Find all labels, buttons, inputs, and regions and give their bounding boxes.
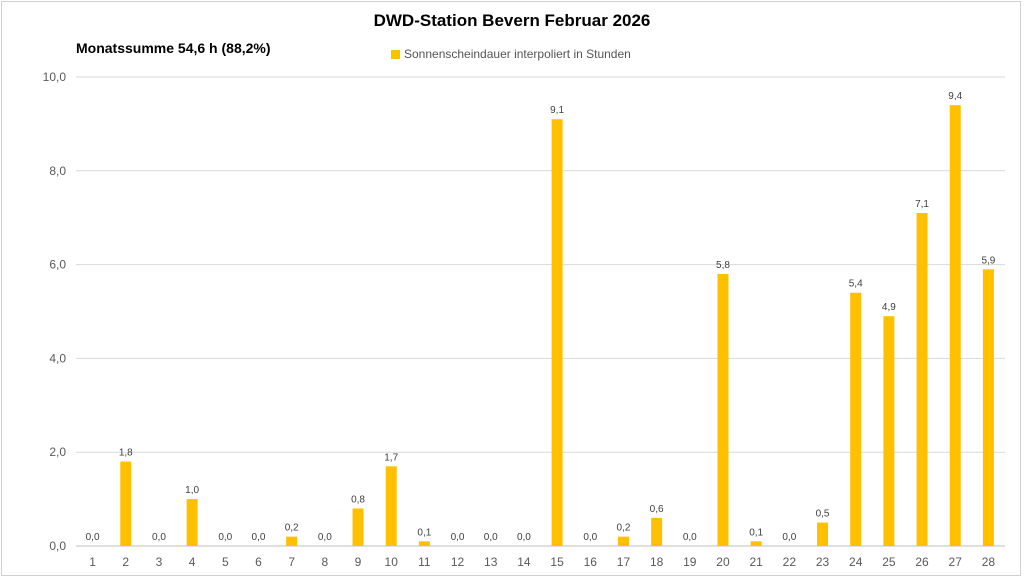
data-label: 7,1	[915, 199, 929, 210]
data-label: 5,9	[981, 255, 995, 266]
x-tick-label: 7	[288, 555, 295, 569]
x-tick-label: 24	[849, 555, 863, 569]
x-tick-label: 6	[255, 555, 262, 569]
data-label: 0,0	[152, 532, 166, 543]
x-tick-label: 9	[355, 555, 362, 569]
data-label: 9,1	[550, 105, 564, 116]
data-label: 0,0	[683, 532, 697, 543]
y-tick-label: 0,0	[49, 539, 66, 553]
y-tick-label: 2,0	[49, 445, 66, 459]
data-label: 4,9	[882, 302, 896, 313]
data-label: 0,0	[484, 532, 498, 543]
data-label: 1,8	[119, 448, 133, 459]
bar	[286, 536, 298, 546]
chart-subtitle: Monatssumme 54,6 h (88,2%)	[76, 40, 271, 56]
bar	[750, 541, 762, 546]
data-label: 9,4	[948, 91, 962, 102]
x-tick-label: 4	[189, 555, 196, 569]
x-tick-label: 20	[716, 555, 730, 569]
data-label: 0,0	[252, 532, 266, 543]
y-tick-label: 6,0	[49, 258, 66, 272]
data-label: 0,0	[318, 532, 332, 543]
x-tick-label: 3	[156, 555, 163, 569]
x-tick-label: 18	[650, 555, 664, 569]
x-tick-label: 11	[418, 555, 431, 569]
x-tick-label: 26	[915, 555, 929, 569]
x-tick-label: 12	[451, 555, 465, 569]
bar	[418, 541, 430, 546]
x-tick-label: 15	[550, 555, 564, 569]
bar	[385, 466, 397, 546]
x-tick-label: 10	[385, 555, 399, 569]
data-label: 0,0	[782, 532, 796, 543]
x-tick-label: 28	[982, 555, 996, 569]
data-label: 0,0	[218, 532, 232, 543]
data-label: 0,8	[351, 494, 365, 505]
data-label: 5,8	[716, 260, 730, 271]
bar	[850, 292, 862, 546]
x-tick-label: 5	[222, 555, 229, 569]
x-tick-label: 25	[882, 555, 896, 569]
data-label: 0,0	[517, 532, 531, 543]
bar	[982, 269, 994, 546]
x-tick-label: 19	[683, 555, 697, 569]
x-tick-label: 17	[617, 555, 631, 569]
bar	[651, 517, 663, 546]
x-tick-label: 27	[949, 555, 963, 569]
bar	[817, 522, 829, 546]
data-label: 0,0	[451, 532, 465, 543]
data-label: 0,1	[417, 527, 431, 538]
bar	[949, 105, 961, 546]
x-tick-label: 1	[89, 555, 96, 569]
data-label: 0,2	[616, 523, 630, 534]
bar	[186, 499, 198, 546]
data-label: 0,1	[749, 527, 763, 538]
x-tick-label: 14	[517, 555, 531, 569]
data-label: 5,4	[849, 279, 863, 290]
x-tick-label: 2	[122, 555, 129, 569]
data-label: 0,2	[285, 523, 299, 534]
y-tick-label: 8,0	[49, 164, 66, 178]
bar	[883, 316, 895, 546]
x-tick-label: 23	[816, 555, 830, 569]
x-tick-label: 16	[584, 555, 598, 569]
data-label: 0,5	[816, 509, 830, 520]
bar	[617, 536, 629, 546]
bar	[352, 508, 364, 546]
data-label: 0,6	[650, 504, 664, 515]
legend: Sonnenscheindauer interpoliert in Stunde…	[391, 47, 631, 61]
data-label: 0,0	[583, 532, 597, 543]
legend-swatch	[391, 49, 400, 59]
x-tick-label: 21	[749, 555, 763, 569]
data-label: 1,7	[384, 452, 398, 463]
legend-label: Sonnenscheindauer interpoliert in Stunde…	[404, 47, 631, 61]
data-label: 1,0	[185, 485, 199, 496]
y-tick-label: 4,0	[49, 351, 66, 365]
bar	[916, 213, 928, 546]
x-tick-label: 8	[321, 555, 328, 569]
y-tick-label: 10,0	[43, 70, 67, 84]
bar	[551, 119, 563, 547]
x-tick-label: 22	[783, 555, 797, 569]
bar	[120, 461, 132, 546]
chart-title: DWD-Station Bevern Februar 2026	[373, 11, 651, 30]
x-tick-label: 13	[484, 555, 498, 569]
data-label: 0,0	[86, 532, 100, 543]
bar	[717, 273, 729, 546]
